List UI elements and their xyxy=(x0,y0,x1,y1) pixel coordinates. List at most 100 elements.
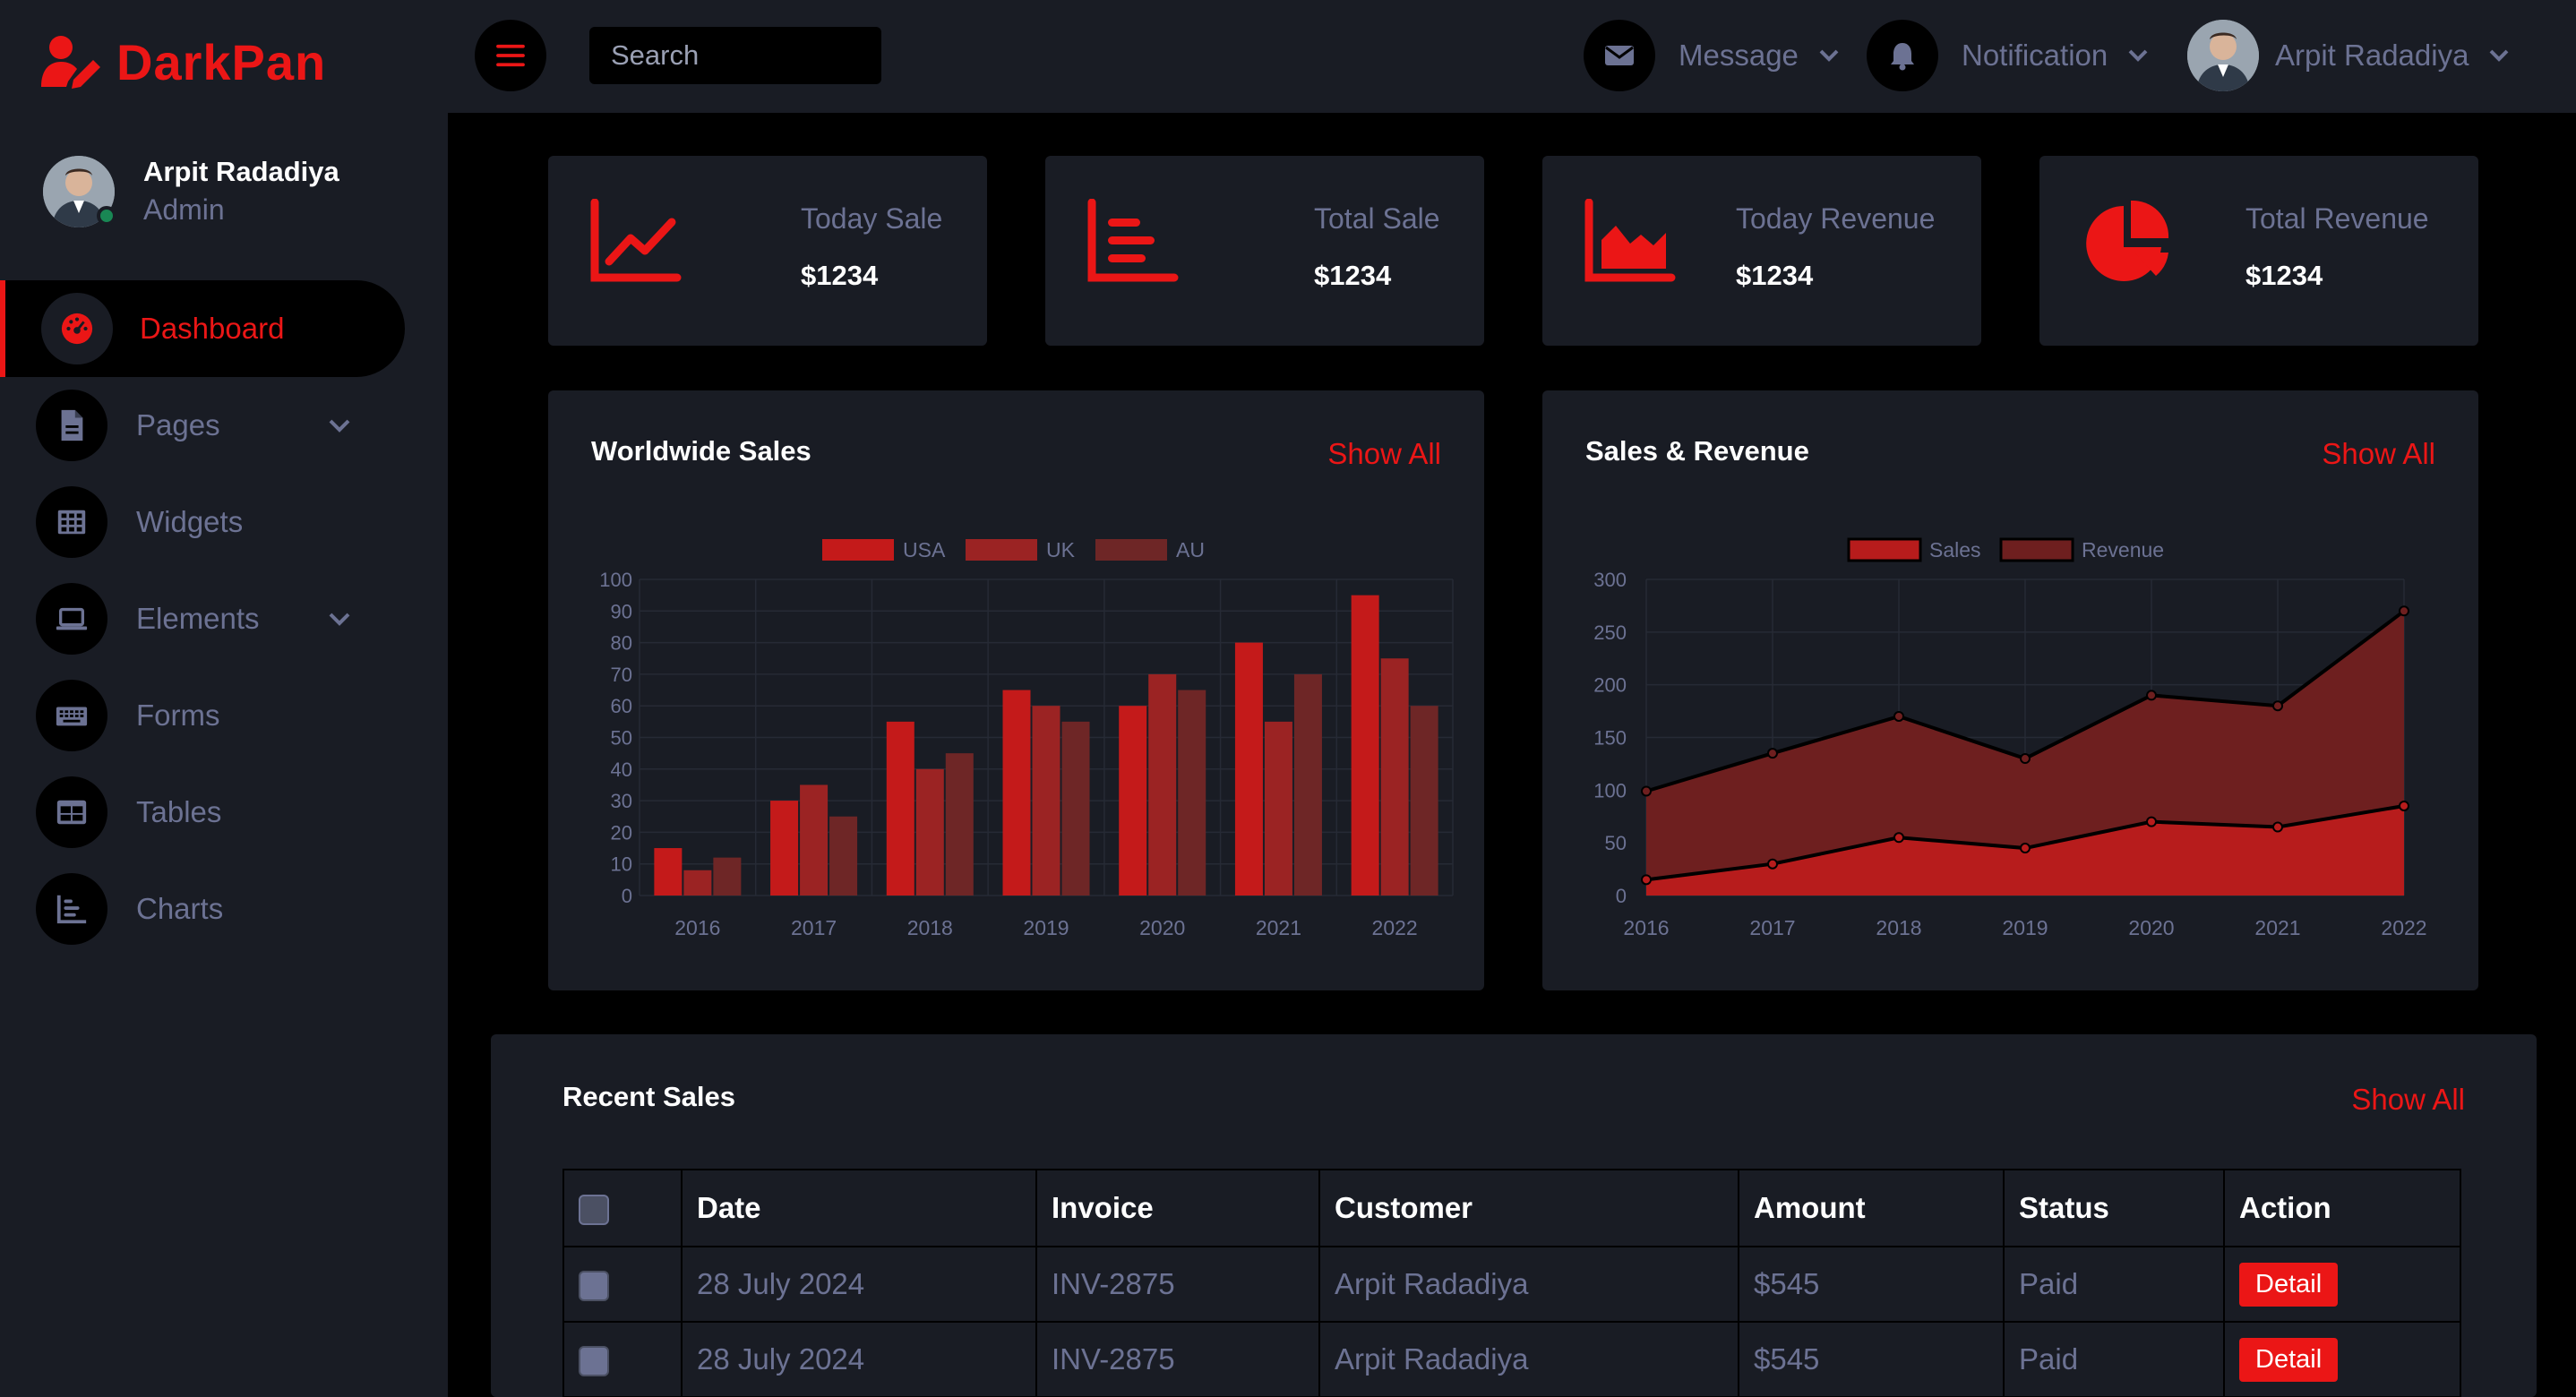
sales-revenue-card: Sales & Revenue Show All Sales Revenue 0 50… xyxy=(1542,390,2478,990)
worldwide-sales-card: Worldwide Sales Show All USA UK AU 0 10 20 30 4… xyxy=(548,390,1484,990)
stat-card-today-revenue: Today Revenue $1234 xyxy=(1542,156,1981,346)
bar xyxy=(800,784,829,896)
profile-name: Arpit Radadiya xyxy=(143,156,339,187)
detail-button[interactable]: Detail xyxy=(2239,1337,2339,1382)
y-tick-label: 50 xyxy=(611,727,632,750)
sales-revenue-chart: Sales Revenue 0 50 100 150 200 250 300 2016 2017 20… xyxy=(1593,537,2427,939)
row-select-cell xyxy=(562,1246,683,1323)
y-tick-label: 0 xyxy=(622,885,632,907)
sidebar-item-pages[interactable]: Pages xyxy=(0,377,405,474)
chevron-down-icon xyxy=(329,419,350,433)
tachometer-icon xyxy=(41,293,113,364)
online-status-dot xyxy=(97,206,116,226)
search-input[interactable] xyxy=(589,27,881,84)
legend-label: Revenue xyxy=(2082,538,2164,561)
stat-value: $1234 xyxy=(801,260,879,291)
table-row: 28 July 2024 INV-2875 Arpit Radadiya $54… xyxy=(562,1321,2461,1397)
x-tick-label: 2020 xyxy=(2128,916,2174,939)
customer-cell: Arpit Radadiya xyxy=(1318,1321,1739,1397)
x-tick-label: 2020 xyxy=(1139,916,1185,939)
legend-label: USA xyxy=(903,538,946,561)
y-tick-label: 60 xyxy=(611,695,632,717)
show-all-link[interactable]: Show All xyxy=(2351,1083,2465,1116)
table-row: 28 July 2024 INV-2875 Arpit Radadiya $54… xyxy=(562,1246,2461,1323)
legend-label: Sales xyxy=(1929,538,1981,561)
bar xyxy=(886,721,914,896)
brand-logo[interactable]: DarkPan xyxy=(41,32,326,91)
avatar xyxy=(43,156,116,227)
sidebar-item-widgets[interactable]: Widgets xyxy=(0,474,405,570)
sidebar-nav: Dashboard Pages Widgets Elements xyxy=(0,280,448,957)
column-header: Invoice xyxy=(1035,1169,1320,1247)
sidebar-item-tables[interactable]: Tables xyxy=(0,764,405,861)
x-tick-label: 2018 xyxy=(1876,916,1921,939)
stat-value: $1234 xyxy=(2245,260,2323,291)
file-icon xyxy=(36,390,107,461)
customer-cell: Arpit Radadiya xyxy=(1318,1246,1739,1323)
chevron-down-icon xyxy=(329,613,350,626)
sidebar-item-label: Pages xyxy=(136,408,220,441)
sidebar-item-forms[interactable]: Forms xyxy=(0,667,405,764)
card-title: Worldwide Sales xyxy=(591,435,811,467)
detail-button[interactable]: Detail xyxy=(2239,1262,2339,1307)
select-all-checkbox[interactable] xyxy=(579,1195,609,1226)
card-title: Sales & Revenue xyxy=(1585,435,1809,467)
data-point xyxy=(1641,874,1652,886)
y-tick-label: 250 xyxy=(1593,621,1627,644)
sidebar-toggle-button[interactable] xyxy=(475,20,546,91)
column-header: Action xyxy=(2223,1169,2461,1247)
sidebar-item-charts[interactable]: Charts xyxy=(0,861,405,957)
user-dropdown[interactable]: Arpit Radadiya xyxy=(2187,20,2510,91)
show-all-link[interactable]: Show All xyxy=(2322,437,2435,470)
bar xyxy=(1178,690,1206,896)
row-select-cell xyxy=(562,1321,683,1397)
data-point xyxy=(2020,753,2031,765)
sidebar-item-label: Charts xyxy=(136,892,224,925)
sidebar-item-label: Widgets xyxy=(136,505,244,538)
status-cell: Paid xyxy=(2003,1321,2225,1397)
stat-value: $1234 xyxy=(1736,260,1814,291)
notification-label: Notification xyxy=(1962,39,2108,72)
x-tick-label: 2022 xyxy=(1372,916,1418,939)
show-all-link[interactable]: Show All xyxy=(1327,437,1441,470)
data-point xyxy=(2146,816,2157,827)
legend-label: AU xyxy=(1176,538,1205,561)
y-tick-label: 40 xyxy=(611,758,632,781)
grid-icon xyxy=(36,486,107,558)
notification-dropdown[interactable]: Notification xyxy=(1867,20,2149,91)
data-point xyxy=(1767,748,1778,759)
date-cell: 28 July 2024 xyxy=(681,1321,1037,1397)
sidebar-item-label: Tables xyxy=(136,795,222,828)
bar xyxy=(1293,673,1322,896)
bar xyxy=(829,816,858,896)
chevron-down-icon xyxy=(2490,49,2509,62)
x-tick-label: 2022 xyxy=(2381,916,2426,939)
x-tick-label: 2021 xyxy=(1256,916,1301,939)
data-point xyxy=(2020,843,2031,854)
date-cell: 28 July 2024 xyxy=(681,1246,1037,1323)
data-point xyxy=(2272,821,2283,833)
user-name: Arpit Radadiya xyxy=(2275,39,2469,72)
data-point xyxy=(1641,785,1652,797)
bar xyxy=(770,801,799,896)
data-point xyxy=(1767,858,1778,870)
chart-bar-icon xyxy=(1087,199,1179,282)
row-checkbox[interactable] xyxy=(579,1271,609,1302)
brand-name: DarkPan xyxy=(116,33,327,90)
sidebar-item-dashboard[interactable]: Dashboard xyxy=(0,280,405,377)
data-point xyxy=(2399,800,2409,811)
x-tick-label: 2018 xyxy=(907,916,953,939)
legend-swatch xyxy=(966,539,1037,561)
card-title: Recent Sales xyxy=(562,1081,735,1112)
recent-sales-card: Recent Sales Show All Date Invoice Custo… xyxy=(491,1034,2537,1397)
topbar: Message Notification Arpit Radadiya xyxy=(448,0,2576,113)
sidebar-item-elements[interactable]: Elements xyxy=(0,570,405,667)
row-checkbox[interactable] xyxy=(579,1346,609,1377)
message-dropdown[interactable]: Message xyxy=(1584,20,1840,91)
y-tick-label: 0 xyxy=(1616,885,1627,907)
action-cell: Detail xyxy=(2223,1321,2461,1397)
stat-title: Total Revenue xyxy=(2245,202,2429,235)
action-cell: Detail xyxy=(2223,1246,2461,1323)
recent-sales-table: Date Invoice Customer Amount Status Acti… xyxy=(562,1169,2461,1397)
y-tick-label: 80 xyxy=(611,632,632,655)
